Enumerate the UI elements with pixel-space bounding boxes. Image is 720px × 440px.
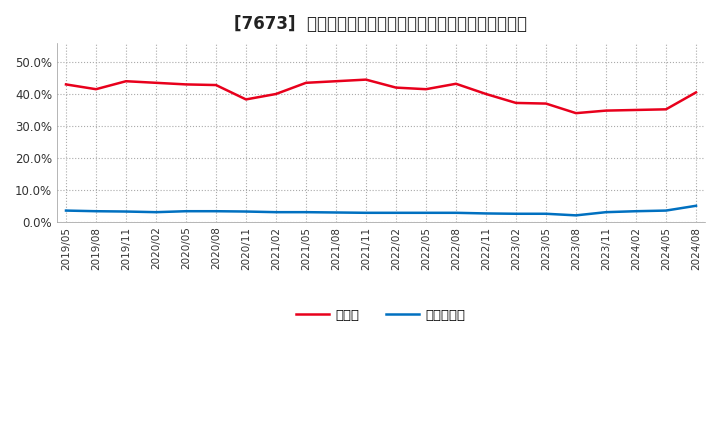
現預金: [242, 97, 251, 102]
現預金: [271, 92, 280, 97]
現預金: [422, 87, 431, 92]
有利子負債: [361, 210, 370, 216]
有利子負債: [572, 213, 580, 218]
有利子負債: [212, 209, 220, 214]
有利子負債: [271, 209, 280, 215]
有利子負債: [512, 211, 521, 216]
有利子負債: [662, 208, 670, 213]
有利子負債: [122, 209, 130, 214]
Line: 有利子負債: 有利子負債: [66, 206, 696, 215]
現預金: [572, 110, 580, 116]
現預金: [451, 81, 460, 86]
有利子負債: [451, 210, 460, 216]
現預金: [631, 107, 640, 113]
Line: 現預金: 現預金: [66, 80, 696, 113]
現預金: [212, 82, 220, 88]
現預金: [62, 82, 71, 87]
有利子負債: [482, 211, 490, 216]
現預金: [602, 108, 611, 113]
有利子負債: [152, 209, 161, 215]
現預金: [482, 92, 490, 97]
現預金: [152, 80, 161, 85]
現預金: [91, 87, 100, 92]
有利子負債: [541, 211, 550, 216]
有利子負債: [242, 209, 251, 214]
有利子負債: [631, 209, 640, 214]
現預金: [541, 101, 550, 106]
Legend: 現預金, 有利子負債: 現預金, 有利子負債: [291, 304, 471, 327]
現預金: [662, 106, 670, 112]
有利子負債: [602, 209, 611, 215]
現預金: [361, 77, 370, 82]
現預金: [302, 80, 310, 85]
現預金: [392, 85, 400, 90]
有利子負債: [692, 203, 701, 209]
現預金: [122, 79, 130, 84]
現預金: [512, 100, 521, 106]
有利子負債: [181, 209, 190, 214]
現預金: [332, 79, 341, 84]
Title: [7673]  現預金、有利子負債の総資産に対する比率の推移: [7673] 現預金、有利子負債の総資産に対する比率の推移: [235, 15, 528, 33]
有利子負債: [302, 209, 310, 215]
現預金: [181, 82, 190, 87]
有利子負債: [62, 208, 71, 213]
有利子負債: [332, 210, 341, 215]
有利子負債: [392, 210, 400, 216]
有利子負債: [422, 210, 431, 216]
有利子負債: [91, 209, 100, 214]
現預金: [692, 90, 701, 95]
